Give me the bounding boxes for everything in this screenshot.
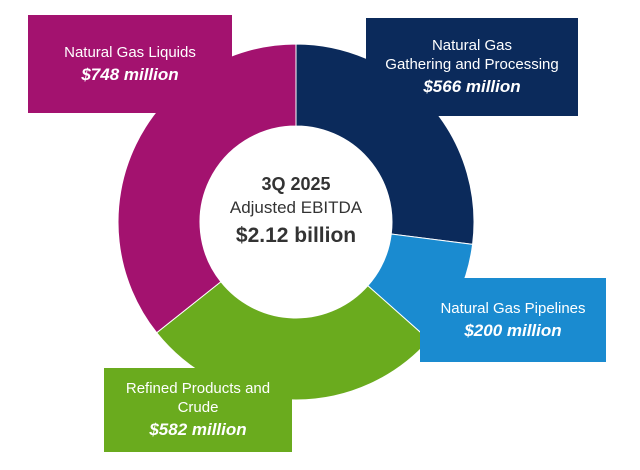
value-label: $566 million: [423, 77, 521, 96]
value-label: $200 million: [464, 320, 562, 340]
segment-label-box: Natural Gas Liquids $748 million: [28, 15, 232, 113]
chart-title: 3Q 2025: [261, 174, 331, 194]
segment-label-box: Natural Gas Gathering and Processing $566…: [366, 18, 578, 116]
category-label: Refined Products and Crude: [125, 380, 271, 416]
segment-label-box: Refined Products and Crude $582 million: [104, 368, 292, 452]
total-label: $2.12 billion: [235, 224, 357, 247]
value-label: $582 million: [149, 420, 247, 439]
category-label: Natural Gas Gathering and Processing: [385, 37, 559, 73]
segment-label-box: Natural Gas Pipelines $200 million: [420, 278, 606, 362]
donut-segment: [117, 43, 297, 334]
category-label: Natural Gas Pipelines: [440, 299, 586, 317]
center-label: 3Q 2025 Adjusted EBITDA $2.12 billion: [206, 172, 386, 248]
category-label: Natural Gas Liquids: [64, 43, 196, 61]
chart-subtitle: Adjusted EBITDA: [229, 198, 363, 217]
value-label: $748 million: [81, 64, 179, 84]
